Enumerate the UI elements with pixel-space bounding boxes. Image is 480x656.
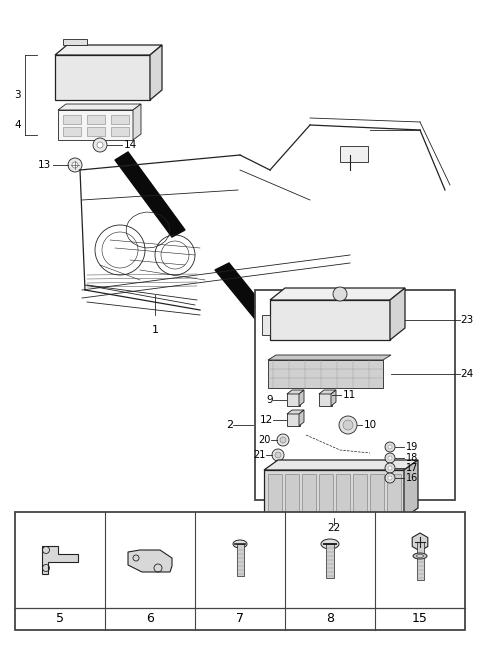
Bar <box>319 393 332 406</box>
Circle shape <box>388 466 392 470</box>
Circle shape <box>385 463 395 473</box>
Polygon shape <box>404 460 418 518</box>
Polygon shape <box>319 390 336 394</box>
Text: 7: 7 <box>236 613 244 626</box>
Bar <box>270 300 390 340</box>
Polygon shape <box>128 550 172 572</box>
Bar <box>302 474 316 514</box>
Bar <box>55 55 150 100</box>
Text: 13: 13 <box>38 160 51 170</box>
Circle shape <box>275 452 281 458</box>
Text: 5: 5 <box>56 613 64 626</box>
Bar <box>87 127 105 136</box>
Ellipse shape <box>413 553 427 559</box>
Text: 6: 6 <box>146 613 154 626</box>
Polygon shape <box>133 104 141 140</box>
Circle shape <box>272 449 284 461</box>
Bar <box>370 474 384 514</box>
Ellipse shape <box>233 540 247 548</box>
Bar <box>262 315 270 335</box>
Text: 24: 24 <box>460 369 473 379</box>
Polygon shape <box>55 45 162 55</box>
Bar <box>387 474 401 514</box>
Polygon shape <box>42 546 78 574</box>
Text: 1: 1 <box>152 325 158 335</box>
Ellipse shape <box>321 539 339 549</box>
Text: 11: 11 <box>343 390 356 400</box>
Text: 12: 12 <box>260 415 273 425</box>
Polygon shape <box>268 355 391 360</box>
Bar <box>326 544 334 578</box>
Text: 3: 3 <box>14 90 21 100</box>
Text: 18: 18 <box>406 453 418 463</box>
Text: 21: 21 <box>253 450 266 460</box>
Circle shape <box>339 416 357 434</box>
Polygon shape <box>412 533 428 551</box>
Polygon shape <box>264 460 418 470</box>
Polygon shape <box>270 288 405 300</box>
Text: 4: 4 <box>14 120 21 130</box>
Circle shape <box>385 453 395 463</box>
Circle shape <box>333 287 347 301</box>
Text: 10: 10 <box>364 420 377 430</box>
Bar <box>87 115 105 124</box>
Polygon shape <box>299 410 304 426</box>
Bar <box>319 474 333 514</box>
Bar <box>417 542 423 580</box>
Bar <box>353 474 367 514</box>
Text: 2: 2 <box>226 420 233 430</box>
Polygon shape <box>215 263 295 352</box>
Circle shape <box>93 138 107 152</box>
Ellipse shape <box>417 554 423 558</box>
Polygon shape <box>150 45 162 100</box>
Bar <box>336 474 350 514</box>
Bar <box>255 290 455 500</box>
Circle shape <box>277 434 289 446</box>
Bar <box>111 127 129 136</box>
Bar <box>237 544 243 576</box>
Circle shape <box>388 445 392 449</box>
Circle shape <box>97 142 103 148</box>
Text: 14: 14 <box>124 140 137 150</box>
Bar <box>63 127 81 136</box>
Text: 9: 9 <box>266 395 273 405</box>
Polygon shape <box>58 104 141 110</box>
Bar <box>264 470 404 518</box>
Polygon shape <box>287 390 304 394</box>
Circle shape <box>388 456 392 460</box>
Bar <box>287 413 300 426</box>
Circle shape <box>280 437 286 443</box>
Polygon shape <box>115 152 185 237</box>
Polygon shape <box>390 288 405 340</box>
Polygon shape <box>299 390 304 406</box>
Text: 19: 19 <box>406 442 418 452</box>
Bar <box>15 512 465 630</box>
Bar <box>268 360 383 388</box>
Bar <box>268 474 282 514</box>
Polygon shape <box>331 390 336 406</box>
Circle shape <box>68 158 82 172</box>
Text: 15: 15 <box>412 613 428 626</box>
Bar <box>58 110 133 140</box>
Bar <box>285 474 299 514</box>
Bar <box>287 393 300 406</box>
Bar <box>63 115 81 124</box>
Text: 20: 20 <box>259 435 271 445</box>
Text: 16: 16 <box>406 473 418 483</box>
Text: 22: 22 <box>327 523 341 533</box>
Circle shape <box>385 442 395 452</box>
Circle shape <box>343 420 353 430</box>
Bar <box>340 146 368 162</box>
Text: 23: 23 <box>460 315 473 325</box>
Circle shape <box>388 476 392 480</box>
Polygon shape <box>287 410 304 414</box>
Circle shape <box>72 162 78 168</box>
Bar <box>111 115 129 124</box>
Text: 17: 17 <box>406 463 419 473</box>
Text: 8: 8 <box>326 613 334 626</box>
Polygon shape <box>63 39 87 45</box>
Circle shape <box>385 473 395 483</box>
